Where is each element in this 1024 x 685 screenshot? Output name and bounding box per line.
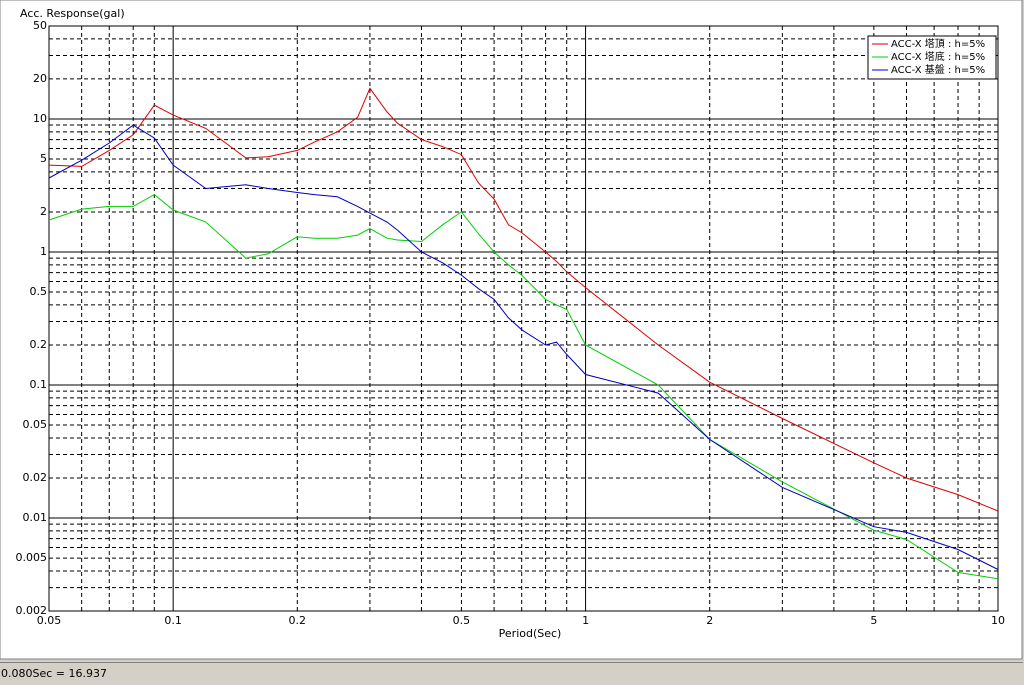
series-line — [48, 124, 999, 570]
y-tick-label: 0.1 — [30, 378, 48, 391]
y-axis-label: Acc. Response(gal) — [20, 7, 125, 20]
series-line — [48, 193, 999, 580]
x-tick-label: 1 — [582, 614, 589, 627]
legend-label: ACC-X 塔頂 : h=5% — [891, 37, 985, 50]
x-axis-label: Period(Sec) — [499, 627, 562, 640]
y-tick-label: 0.005 — [16, 551, 48, 564]
legend-box — [867, 35, 997, 80]
legend-label: ACC-X 塔底 : h=5% — [891, 50, 985, 63]
y-tick-label: 0.01 — [23, 511, 48, 524]
y-tick-label: 0.05 — [23, 418, 48, 431]
legend-label: ACC-X 基盤 : h=5% — [891, 63, 985, 76]
y-tick-label: 10 — [33, 112, 47, 125]
x-tick-label: 10 — [991, 614, 1005, 627]
y-tick-label: 0.5 — [30, 285, 48, 298]
y-tick-label: 5 — [40, 152, 47, 165]
x-tick-label: 0.5 — [453, 614, 471, 627]
x-tick-label: 2 — [706, 614, 713, 627]
y-tick-label: 50 — [33, 19, 47, 32]
y-tick-label: 0.002 — [16, 604, 48, 617]
x-tick-label: 0.05 — [37, 614, 62, 627]
y-tick-label: 1 — [40, 245, 47, 258]
y-tick-label: 20 — [33, 72, 47, 85]
status-bar: 0.080Sec = 16.937 — [0, 662, 1023, 684]
chart-background — [0, 0, 1023, 660]
y-tick-label: 0.2 — [30, 338, 48, 351]
x-tick-label: 0.1 — [164, 614, 182, 627]
chart: Acc. Response(gal) Period(Sec) 50 20 10 5 2 1… — [0, 0, 1023, 660]
x-tick-label: 5 — [870, 614, 877, 627]
y-tick-label: 2 — [40, 205, 47, 218]
x-tick-label: 0.2 — [289, 614, 307, 627]
y-tick-label: 0.02 — [23, 471, 48, 484]
plot-frame — [48, 25, 999, 612]
series-line — [48, 87, 999, 512]
